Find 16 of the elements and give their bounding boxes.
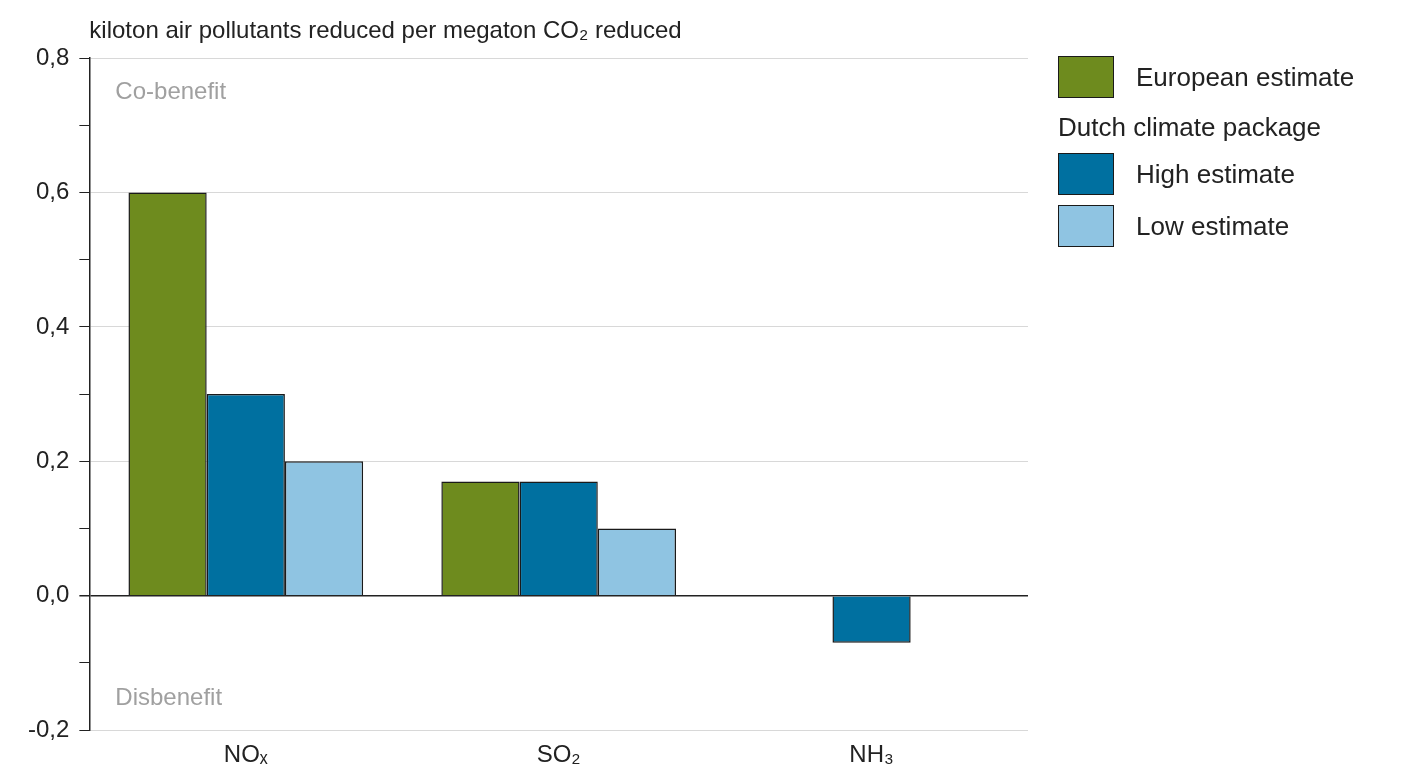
x-tick-label: SO₂	[536, 740, 581, 768]
y-tick-label: 0,4	[35, 311, 70, 339]
legend-label: Low estimate	[1136, 210, 1290, 242]
y-tick-label: 0,8	[35, 42, 70, 70]
annotation: Disbenefit	[115, 682, 223, 710]
y-tick-label: -0,2	[28, 714, 70, 742]
legend-label: High estimate	[1136, 158, 1295, 190]
legend-title: Dutch climate package	[1058, 112, 1323, 143]
chart-title: kiloton air pollutants reduced per megaton CO₂ reduced	[89, 16, 682, 43]
annotation: Co-benefit	[115, 76, 227, 104]
y-tick-label: 0,0	[35, 580, 70, 608]
y-tick-label: 0,2	[35, 445, 70, 473]
x-tick-label: NOₓ	[223, 740, 268, 768]
x-tick-label: NH₃	[849, 740, 894, 768]
y-tick-label: 0,6	[35, 177, 70, 205]
legend-label: European estimate	[1136, 61, 1355, 93]
